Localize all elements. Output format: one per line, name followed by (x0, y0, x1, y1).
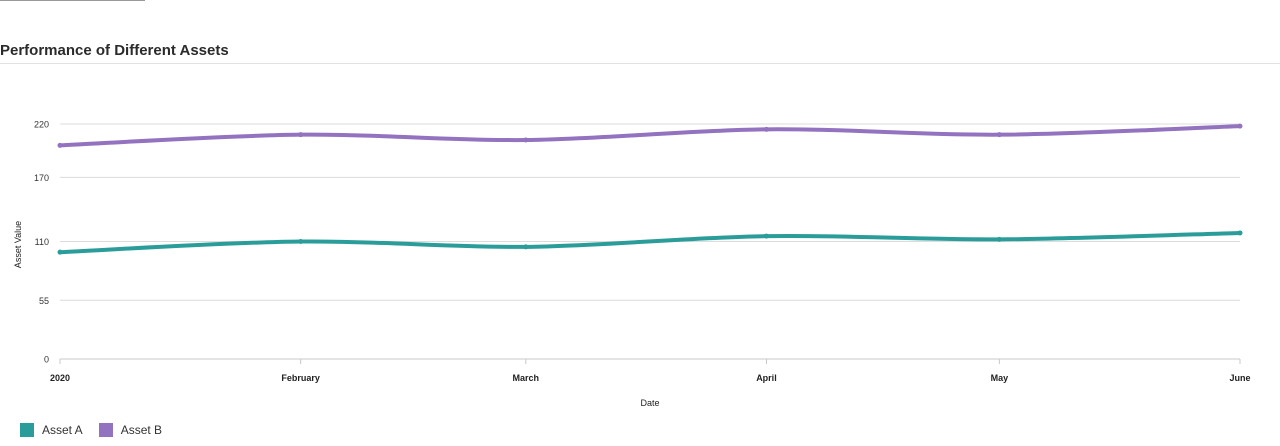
legend-item-asset-a[interactable]: Asset A (20, 423, 83, 437)
series-line-asset-b (58, 124, 1242, 148)
page-title: Performance of Different Assets (0, 42, 229, 59)
legend: Asset A Asset B (20, 423, 162, 437)
x-tick-label-0: 2020 (50, 373, 70, 383)
legend-label-asset-a: Asset A (42, 423, 83, 437)
x-tick-label-5: June (1229, 373, 1250, 383)
data-point-asset-b-1 (298, 132, 304, 138)
x-tick-label-2: March (513, 373, 540, 383)
series-line-asset-a (58, 230, 1242, 255)
legend-label-asset-b: Asset B (120, 423, 163, 437)
y-tick-label-55: 55 (39, 296, 49, 306)
data-point-asset-b-2 (523, 137, 529, 143)
title-divider (0, 63, 1280, 64)
x-axis-title: Date (640, 398, 659, 408)
data-point-asset-a-1 (298, 239, 304, 244)
y-tick-label-170: 170 (34, 173, 49, 183)
legend-swatch-asset-a (20, 423, 34, 437)
data-point-asset-a-2 (523, 244, 529, 250)
y-tick-label-110: 110 (35, 237, 49, 247)
y-tick-label-0: 0 (44, 355, 49, 365)
legend-item-asset-b[interactable]: Asset B (98, 423, 163, 437)
y-axis-title: Asset Value (13, 221, 23, 268)
data-point-asset-a-4 (996, 236, 1002, 242)
data-point-asset-a-0 (57, 249, 63, 255)
data-point-asset-b-4 (996, 132, 1002, 138)
y-tick-label-220: 220 (34, 120, 49, 130)
data-point-asset-b-5 (1237, 123, 1243, 129)
x-tick-label-3: April (756, 373, 777, 383)
data-point-asset-b-0 (57, 142, 63, 148)
top-rule (0, 0, 145, 1)
data-point-asset-a-5 (1237, 230, 1243, 236)
data-point-asset-b-3 (763, 126, 769, 132)
data-point-asset-a-3 (763, 233, 769, 239)
x-tick-label-1: February (281, 373, 320, 383)
legend-swatch-asset-b (98, 423, 113, 437)
x-tick-label-4: May (991, 373, 1009, 383)
